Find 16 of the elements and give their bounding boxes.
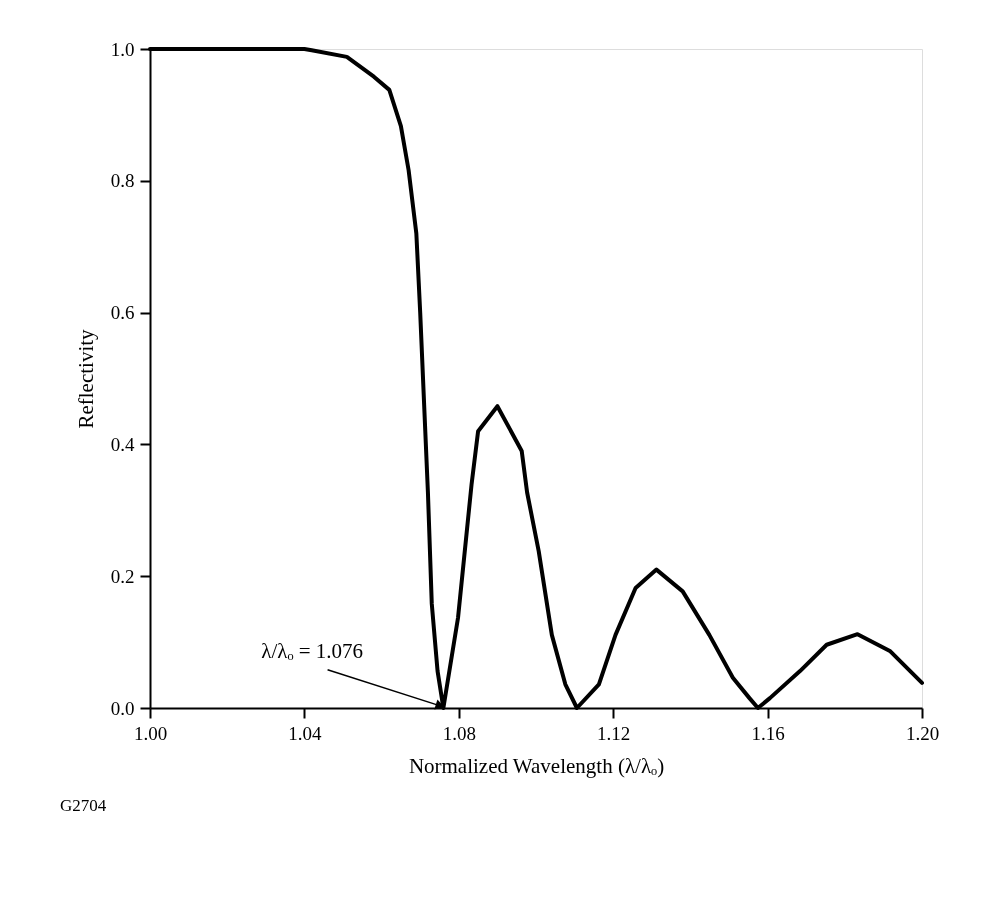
annotation: λ/λₒ = 1.076 <box>261 638 364 663</box>
y-tick-label: 0.2 <box>110 565 135 587</box>
x-axis-title: Normalized Wavelength (λ/λₒ) <box>408 753 665 778</box>
y-tick-label: 0.0 <box>110 697 135 719</box>
text: G2704 <box>60 796 107 815</box>
x-tick-label: 1.16 <box>751 722 785 744</box>
x-tick-label: 1.12 <box>597 722 631 744</box>
x-tick-label: 1.04 <box>288 722 323 744</box>
y-tick-label: 0.4 <box>110 433 135 455</box>
x-tick-label: 1.08 <box>442 722 476 744</box>
y-tick-label: 1.0 <box>110 38 135 60</box>
x-tick-label: 1.20 <box>905 722 940 744</box>
y-axis-title: Reflectivity <box>73 328 98 429</box>
x-tick-label: 1.00 <box>133 722 168 744</box>
y-tick-label: 0.8 <box>110 170 135 192</box>
y-tick-label: 0.6 <box>110 302 135 324</box>
